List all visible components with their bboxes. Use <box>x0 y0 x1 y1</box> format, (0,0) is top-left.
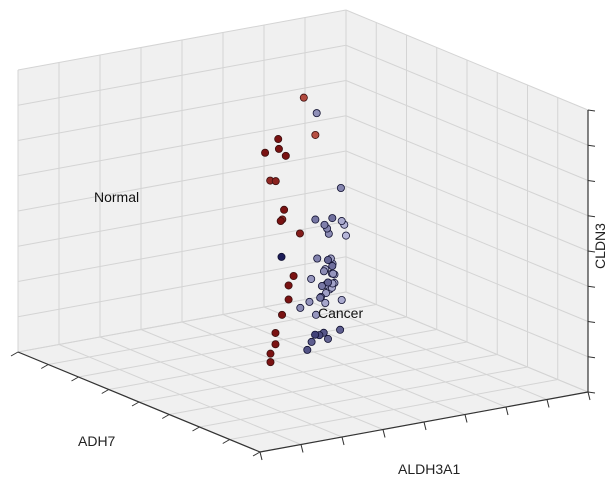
data-point-cancer <box>311 215 320 224</box>
data-point-normal <box>266 358 275 367</box>
grid-line <box>345 44 589 146</box>
data-point-normal <box>261 148 270 157</box>
data-points <box>261 93 350 367</box>
grid-line <box>345 80 589 181</box>
z-tick <box>587 180 596 182</box>
data-point-normal <box>295 229 304 238</box>
data-point-cancer <box>311 330 320 339</box>
data-point-cancer <box>323 334 332 343</box>
data-point-cancer <box>311 310 320 319</box>
data-point-cancer <box>323 255 332 264</box>
x-axis-label: ADH7 <box>78 433 116 449</box>
x-tick <box>41 364 49 369</box>
x-tick <box>10 351 19 357</box>
x-tick <box>131 401 140 407</box>
grid-line <box>199 366 528 428</box>
data-point-cancer <box>337 295 346 304</box>
annotation-cancer: Cancer <box>318 305 363 321</box>
grid-line <box>17 9 347 71</box>
grid-line <box>58 344 302 445</box>
z-tick <box>587 250 596 253</box>
data-point-cancer <box>336 325 345 334</box>
axis-ticks <box>10 109 596 461</box>
data-point-normal <box>271 340 280 349</box>
data-point-cancer <box>303 345 312 354</box>
data-point-normal <box>271 177 280 186</box>
annotation-normal: Normal <box>94 189 139 205</box>
data-point-normal <box>278 310 287 319</box>
data-point-cancer <box>277 252 286 261</box>
y-axis-label: ALDH3A1 <box>398 461 460 477</box>
data-point-cancer <box>317 282 326 291</box>
data-point-cancer <box>320 220 329 229</box>
grid-lines <box>17 9 589 453</box>
data-point-normal <box>274 135 283 144</box>
data-point-normal <box>281 151 290 160</box>
x-tick <box>222 439 230 444</box>
grid-line <box>345 9 589 111</box>
grid-line <box>17 150 347 212</box>
data-point-normal <box>311 130 320 139</box>
grid-line <box>138 341 468 403</box>
data-point-cancer <box>329 269 338 278</box>
z-tick <box>587 391 596 394</box>
x-tick <box>192 426 200 432</box>
data-point-cancer <box>307 337 316 346</box>
z-tick <box>587 356 596 359</box>
data-point-cancer <box>321 298 330 307</box>
grid-line <box>17 80 347 141</box>
y-tick <box>382 429 386 438</box>
z-tick <box>587 109 596 112</box>
data-point-cancer <box>328 262 337 271</box>
y-tick <box>505 406 509 416</box>
grid-line <box>345 150 589 252</box>
data-point-cancer <box>323 278 332 287</box>
y-tick <box>423 421 427 431</box>
data-point-normal <box>299 93 308 102</box>
data-point-cancer <box>312 109 321 118</box>
data-point-normal <box>271 328 280 337</box>
data-point-cancer <box>305 297 314 306</box>
x-tick <box>162 414 170 419</box>
data-point-cancer <box>319 267 328 276</box>
data-point-normal <box>280 205 289 214</box>
x-tick <box>252 451 261 457</box>
data-point-cancer <box>296 303 305 312</box>
z-axis-label: CLDN3 <box>592 223 608 269</box>
z-tick <box>587 215 596 218</box>
y-tick <box>587 391 591 401</box>
data-point-normal <box>276 217 285 226</box>
data-point-cancer <box>307 274 316 283</box>
data-point-cancer <box>328 214 337 223</box>
data-point-cancer <box>313 254 322 263</box>
z-tick <box>587 285 596 288</box>
grid-line <box>140 329 384 430</box>
y-tick <box>464 414 468 423</box>
data-point-normal <box>289 271 298 280</box>
grid-line <box>99 336 343 438</box>
x-tick <box>71 376 79 382</box>
data-point-normal <box>274 144 283 153</box>
grid-line <box>229 379 558 440</box>
y-tick <box>259 451 263 461</box>
data-point-normal <box>266 349 275 358</box>
data-point-cancer <box>336 183 345 192</box>
grid-line <box>169 354 498 415</box>
y-tick <box>341 436 345 446</box>
z-tick <box>587 144 596 147</box>
data-point-normal <box>284 281 293 290</box>
grid-line <box>345 115 589 217</box>
grid-line <box>17 115 347 177</box>
x-tick <box>101 389 109 394</box>
data-point-cancer <box>341 231 350 240</box>
z-tick <box>587 321 596 323</box>
data-point-normal <box>284 295 293 304</box>
grid-line <box>17 44 347 106</box>
y-tick <box>300 444 304 453</box>
data-point-cancer <box>337 217 346 226</box>
data-point-cancer <box>316 293 325 302</box>
y-tick <box>546 399 550 408</box>
